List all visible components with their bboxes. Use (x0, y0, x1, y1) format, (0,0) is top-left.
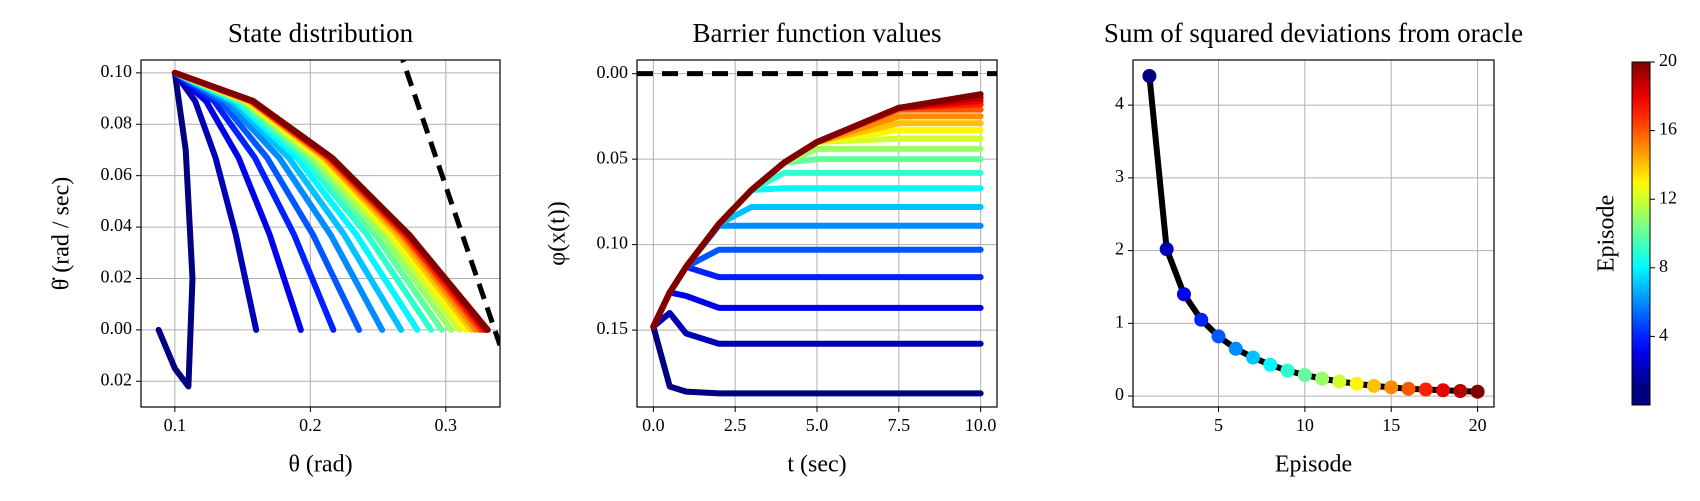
colorbar-tick-label: 8 (1659, 256, 1668, 276)
point (1470, 384, 1485, 399)
series-line (650, 309, 984, 347)
x-tick-label: 0.2 (299, 415, 322, 435)
point (1194, 312, 1209, 327)
point (1418, 382, 1433, 397)
y-tick-label: 2 (1115, 239, 1124, 259)
y-tick-label: 0.00 (597, 62, 629, 82)
x-tick-label: 0.0 (642, 415, 665, 435)
y-tick-label: 0 (1115, 384, 1124, 404)
axes-frame (636, 59, 998, 408)
colorbar-label: Episode (1594, 195, 1620, 272)
x-axis-label: Episode (1275, 452, 1352, 478)
point (1401, 381, 1416, 396)
point (1246, 350, 1261, 365)
plot-area (1142, 69, 1485, 399)
series-line (650, 289, 984, 330)
series-line (171, 69, 491, 333)
colorbar-tick-label: 16 (1659, 119, 1677, 139)
y-tick-label: 0.10 (597, 233, 629, 253)
y-tick-label: 0.04 (101, 215, 133, 235)
y-tick-label: 0.08 (101, 112, 133, 132)
series-line (650, 91, 984, 330)
y-axis-label: θ̇ (rad / sec) (49, 177, 75, 290)
chart-title: Barrier function values (693, 18, 942, 48)
series-line (650, 323, 984, 397)
point (1315, 371, 1330, 386)
y-tick-label: 0.06 (101, 164, 133, 184)
series-line (155, 69, 196, 390)
point (1366, 378, 1381, 393)
point (1159, 242, 1174, 257)
axes-frame (140, 59, 501, 408)
point (1280, 363, 1295, 378)
y-tick-label: 0.00 (101, 318, 133, 338)
y-axis-label: φ(x(t)) (545, 201, 571, 266)
point (1228, 341, 1243, 356)
y-tick-label: 4 (1115, 93, 1124, 113)
boundary-line (400, 60, 500, 347)
x-tick-label: 7.5 (888, 415, 911, 435)
series-line (171, 69, 455, 333)
colorbar-tick-label: 12 (1659, 187, 1677, 207)
x-tick-label: 10.0 (965, 415, 997, 435)
chart-title: State distribution (228, 18, 414, 48)
chart-title: Sum of squared deviations from oracle (1104, 18, 1523, 48)
y-tick-label: 0.02 (101, 369, 133, 389)
y-tick-label: 3 (1115, 166, 1124, 186)
point (1263, 357, 1278, 372)
x-tick-label: 0.3 (435, 415, 458, 435)
colorbar-tick-label: 20 (1659, 50, 1677, 70)
y-tick-label: 0.02 (101, 267, 133, 287)
plot-area (155, 60, 500, 390)
axes-frame (1132, 59, 1495, 408)
x-tick-label: 5.0 (806, 415, 829, 435)
series-line (1146, 75, 1478, 395)
point (1297, 367, 1312, 382)
x-axis-label: θ (rad) (288, 452, 352, 478)
y-tick-label: 1 (1115, 311, 1124, 331)
point (1436, 383, 1451, 398)
x-tick-label: 0.1 (164, 415, 187, 435)
series-line (171, 69, 304, 333)
series-line (171, 69, 260, 333)
y-tick-label: 0.10 (101, 61, 133, 81)
x-tick-label: 20 (1469, 415, 1487, 435)
point (1176, 287, 1191, 302)
plot-area (637, 71, 997, 397)
y-tick-label: 0.15 (597, 318, 629, 338)
point (1142, 69, 1157, 84)
x-tick-label: 10 (1296, 415, 1314, 435)
x-tick-label: 15 (1382, 415, 1400, 435)
point (1332, 374, 1347, 389)
colorbar-tick-label: 4 (1659, 325, 1668, 345)
point (1211, 329, 1226, 344)
point (1349, 376, 1364, 391)
point (1384, 380, 1399, 395)
colorbar (1631, 61, 1651, 406)
y-tick-label: 0.05 (597, 147, 629, 167)
point (1453, 383, 1468, 398)
x-tick-label: 2.5 (724, 415, 747, 435)
x-tick-label: 5 (1214, 415, 1223, 435)
x-axis-label: t (sec) (787, 452, 846, 478)
